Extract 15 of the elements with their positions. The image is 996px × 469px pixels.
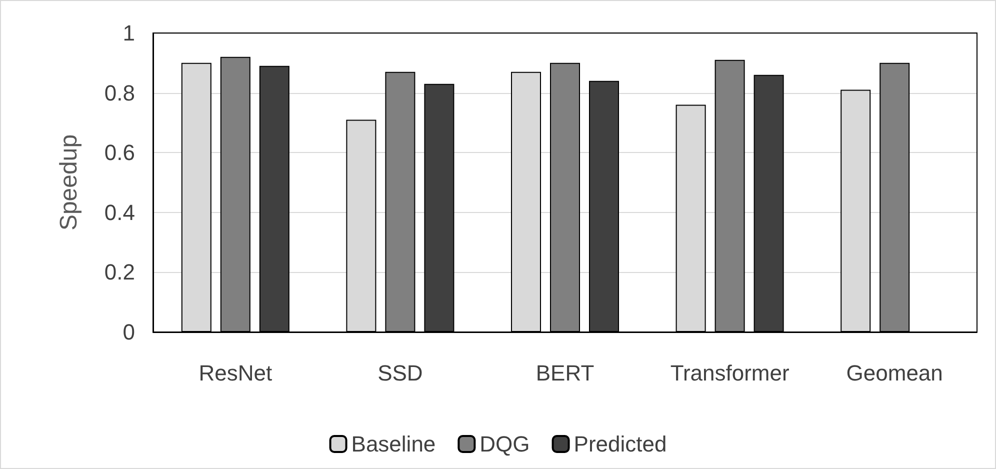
legend-label: Baseline [351, 432, 436, 456]
y-tick-label: 0.2 [104, 260, 135, 285]
y-tick-label: 1 [122, 20, 135, 46]
x-tick-label: Geomean [846, 360, 943, 386]
y-tick-label: 0 [122, 320, 135, 344]
legend-label: Predicted [574, 432, 667, 456]
y-tick-label: 0.6 [104, 140, 135, 166]
legend-label: DQG [480, 432, 530, 456]
x-tick-label: SSD [378, 360, 423, 386]
x-tick-label: Transformer [670, 360, 790, 386]
y-tick-label: 0.4 [104, 200, 135, 225]
x-tick-label: ResNet [198, 360, 272, 386]
y-tick-label: 0.8 [104, 80, 135, 106]
x-tick-label: BERT [536, 360, 594, 386]
y-axis-title: Speedup [56, 134, 82, 231]
